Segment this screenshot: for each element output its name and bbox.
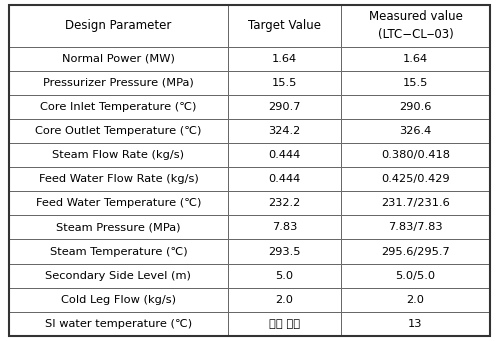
Bar [341, 264, 490, 288]
Bar [228, 167, 341, 191]
Text: Design Parameter: Design Parameter [65, 19, 172, 32]
Text: 5.0: 5.0 [275, 271, 293, 281]
Bar [228, 216, 341, 239]
Bar [9, 312, 228, 336]
Bar [341, 95, 490, 119]
Bar [228, 119, 341, 143]
Bar [341, 191, 490, 216]
Bar [9, 264, 228, 288]
Bar [228, 264, 341, 288]
Bar [9, 95, 228, 119]
Bar [341, 167, 490, 191]
Text: 13: 13 [408, 319, 423, 329]
Bar [9, 5, 228, 47]
Text: Steam Flow Rate (kg/s): Steam Flow Rate (kg/s) [52, 150, 185, 160]
Bar [9, 288, 228, 312]
Text: 293.5: 293.5 [268, 247, 300, 256]
Bar [9, 191, 228, 216]
Bar [228, 191, 341, 216]
Text: 231.7/231.6: 231.7/231.6 [381, 198, 450, 208]
Bar [9, 71, 228, 95]
Text: 2.0: 2.0 [275, 295, 293, 305]
Bar [228, 47, 341, 71]
Text: 326.4: 326.4 [399, 126, 432, 136]
Bar [9, 47, 228, 71]
Bar [228, 95, 341, 119]
Text: 7.83: 7.83 [271, 222, 297, 233]
Bar [341, 119, 490, 143]
Text: Core Outlet Temperature (℃): Core Outlet Temperature (℃) [35, 126, 202, 136]
Bar [341, 312, 490, 336]
Text: 295.6/295.7: 295.6/295.7 [381, 247, 450, 256]
Text: Secondary Side Level (m): Secondary Side Level (m) [45, 271, 191, 281]
Bar [341, 143, 490, 167]
Bar [341, 5, 490, 47]
Bar [9, 239, 228, 264]
Text: Steam Temperature (℃): Steam Temperature (℃) [49, 247, 187, 256]
Bar [341, 288, 490, 312]
Bar [9, 216, 228, 239]
Text: Normal Power (MW): Normal Power (MW) [62, 54, 175, 64]
Bar [341, 216, 490, 239]
Text: 2.0: 2.0 [407, 295, 425, 305]
Bar [341, 47, 490, 71]
Bar [228, 312, 341, 336]
Text: Feed Water Flow Rate (kg/s): Feed Water Flow Rate (kg/s) [38, 174, 198, 184]
Bar [228, 239, 341, 264]
Bar [9, 143, 228, 167]
Text: 0.425/0.429: 0.425/0.429 [381, 174, 450, 184]
Text: 290.6: 290.6 [399, 102, 432, 112]
Text: Steam Pressure (MPa): Steam Pressure (MPa) [56, 222, 181, 233]
Text: 7.83/7.83: 7.83/7.83 [388, 222, 443, 233]
Text: 0.444: 0.444 [268, 174, 300, 184]
Bar [228, 288, 341, 312]
Bar [341, 239, 490, 264]
Text: 1.64: 1.64 [403, 54, 428, 64]
Text: Cold Leg Flow (kg/s): Cold Leg Flow (kg/s) [61, 295, 176, 305]
Text: Feed Water Temperature (℃): Feed Water Temperature (℃) [36, 198, 201, 208]
Text: Target Value: Target Value [248, 19, 321, 32]
Text: SI water temperature (℃): SI water temperature (℃) [45, 319, 192, 329]
Text: 0.444: 0.444 [268, 150, 300, 160]
Text: 0.380/0.418: 0.380/0.418 [381, 150, 450, 160]
Text: 324.2: 324.2 [268, 126, 300, 136]
Text: 232.2: 232.2 [268, 198, 300, 208]
Text: Measured value
(LTC−CL‒03): Measured value (LTC−CL‒03) [369, 10, 463, 41]
Text: 5.0/5.0: 5.0/5.0 [395, 271, 436, 281]
Text: 290.7: 290.7 [268, 102, 300, 112]
Bar [228, 71, 341, 95]
Bar [9, 167, 228, 191]
Text: 15.5: 15.5 [403, 78, 428, 88]
Text: 1.64: 1.64 [272, 54, 297, 64]
Bar [228, 143, 341, 167]
Bar [228, 5, 341, 47]
Bar [341, 71, 490, 95]
Bar [9, 119, 228, 143]
Text: Core Inlet Temperature (℃): Core Inlet Temperature (℃) [40, 102, 197, 112]
Text: Pressurizer Pressure (MPa): Pressurizer Pressure (MPa) [43, 78, 194, 88]
Text: 15.5: 15.5 [271, 78, 297, 88]
Text: 대기 온도: 대기 온도 [269, 319, 300, 329]
